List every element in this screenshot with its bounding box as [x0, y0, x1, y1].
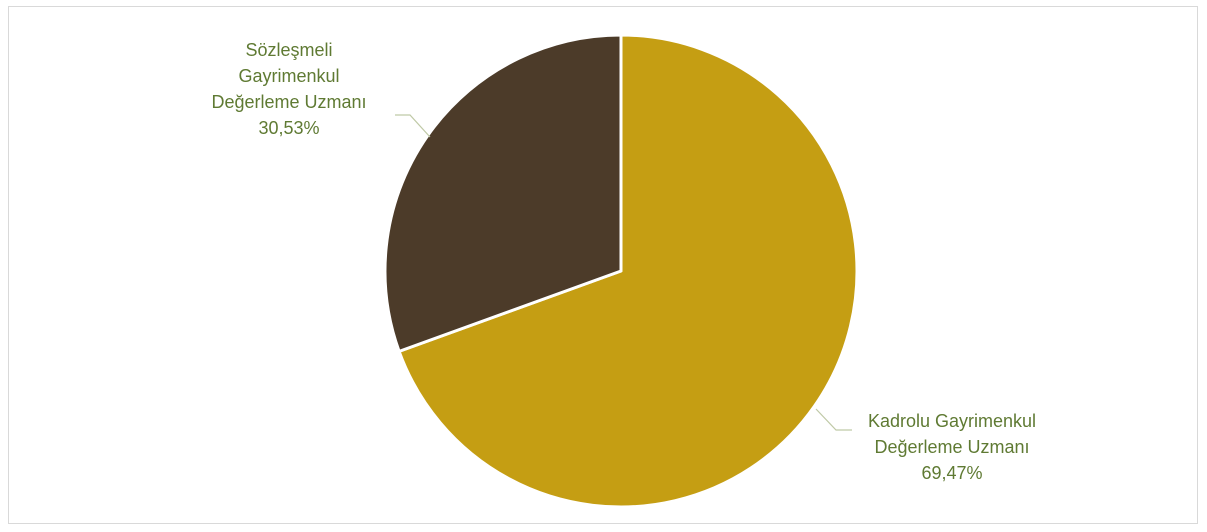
leader-line-1 — [815, 408, 852, 431]
slice-label-group-2: Sözleşmeli Gayrimenkul Değerleme Uzmanı 30,… — [211, 40, 431, 138]
pie-slice-1 — [397, 33, 859, 509]
pie-slices — [383, 33, 859, 509]
slice-value-label-1: 69,47% — [921, 463, 982, 483]
slice-category-label-1-line-2: Değerleme Uzmanı — [874, 437, 1029, 457]
slice-category-label-2-line-3: Değerleme Uzmanı — [211, 92, 366, 112]
slice-label-group-1: Kadrolu Gayrimenkul Değerleme Uzmanı 69,47… — [815, 408, 1036, 483]
leader-line-2 — [395, 114, 431, 138]
slice-category-label-1-line-1: Kadrolu Gayrimenkul — [868, 411, 1036, 431]
slice-category-label-2-line-1: Sözleşmeli — [245, 40, 332, 60]
slice-category-label-2-line-2: Gayrimenkul — [238, 66, 339, 86]
slice-value-label-2: 30,53% — [258, 118, 319, 138]
pie-slice-2 — [383, 33, 623, 353]
